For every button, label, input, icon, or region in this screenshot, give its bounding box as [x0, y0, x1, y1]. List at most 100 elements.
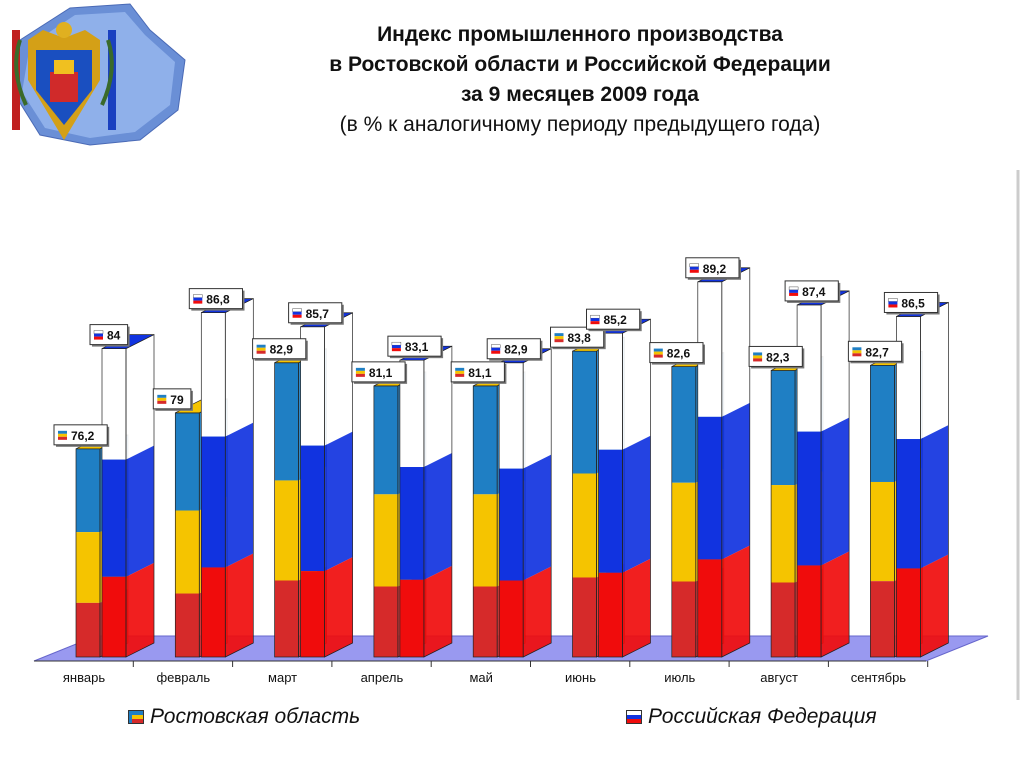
russia-bar-1-label-flag-blue: [193, 297, 203, 301]
russia-bar-1-label-box: [188, 288, 244, 310]
russia-bar-2-label-flag-white: [292, 308, 302, 312]
rostov-bar-3-label-box: [351, 361, 406, 383]
russia-bar-8-label-box: [883, 291, 939, 313]
rostov-bar-8-label-flag-red: [852, 353, 862, 357]
rostov-bar-2-label-box: [252, 338, 307, 360]
rostov-bar-4-seg-bot: [473, 586, 498, 657]
russia-bar-6-seg-bot: [697, 559, 722, 657]
rostov-bar-1-seg-top: [175, 412, 200, 511]
russia-bar-5-side-top: [622, 319, 651, 450]
rostov-bar-1-seg-bot: [175, 593, 200, 657]
rostov-bar-4-label-flag-blue: [455, 367, 465, 371]
russia-bar-7-side-bot: [821, 551, 850, 657]
rostov-bar-5-data-label: 83,8: [568, 331, 592, 345]
russia-bar-4-data-label: 82,9: [504, 343, 528, 357]
rostov-bar-3-label-flag-yellow: [355, 370, 365, 374]
rostov-bar-0-seg-top: [76, 448, 100, 533]
russia-bar-4-label-box: [486, 338, 541, 360]
russia-bar-5-label-box: [586, 308, 641, 330]
russia-bar-1-label-flag-red: [193, 300, 203, 304]
rostov-flag-icon: [128, 710, 144, 724]
russia-bar-5-seg-top: [598, 333, 623, 450]
russia-bar-0-seg-bot: [102, 576, 126, 657]
x-tick-label-6: июль: [664, 670, 695, 685]
russia-bar-2-side-top: [324, 312, 353, 446]
rostov-bar-0-data-label: 76,2: [71, 429, 95, 443]
title-line-1: Индекс промышленного производства: [377, 23, 783, 46]
russia-bar-3-label-flag-white: [391, 341, 402, 346]
coat-of-arms-emblem: [12, 3, 186, 146]
x-tick-label-1: февраль: [156, 670, 210, 685]
russia-bar-7-label-flag-red: [789, 292, 799, 296]
russia-bar-3-side-mid: [423, 453, 452, 580]
rostov-bar-4-label-flag-yellow: [455, 370, 465, 374]
rostov-bar-6-label-flag-yellow: [653, 351, 663, 355]
russia-bar-5-side-bot: [622, 558, 651, 657]
x-tick-label-3: апрель: [361, 670, 404, 685]
russia-bar-0-label-flag-white: [93, 330, 104, 334]
russia-bar-8-data-label: 86,5: [901, 296, 925, 310]
rostov-bar-4-seg-top: [473, 385, 498, 495]
rostov-bar-7-label-box: [748, 345, 803, 367]
rostov-bar-6-seg-bot: [671, 581, 696, 657]
russia-bar-1-label-flag-white: [193, 294, 203, 298]
rostov-bar-1-label-flag-yellow: [157, 397, 167, 401]
russia-bar-1-seg-mid: [201, 436, 226, 568]
rostov-bar-4-seg-mid: [473, 494, 498, 587]
rostov-bar-1-label-flag-blue: [157, 394, 167, 398]
rostov-bar-4-label-flag-red: [455, 373, 465, 377]
russia-bar-0-label-flag-blue: [94, 333, 103, 337]
rostov-bar-3-label-flag-red: [355, 373, 365, 377]
russia-bar-3-side-bot: [423, 565, 452, 657]
russia-bar-3-seg-bot: [399, 579, 424, 657]
russia-bar-0-label-flag-red: [94, 336, 103, 340]
rostov-bar-3-label-flag-blue: [355, 367, 365, 371]
russia-bar-4-seg-mid: [499, 468, 524, 581]
russia-bar-8-label-flag-red: [888, 304, 898, 308]
x-tick-label-0: январь: [63, 670, 105, 685]
rostov-bar-2-seg-mid: [274, 480, 299, 581]
bar-chart: 76,2 84 январь 79 86,8 февраль 82,9 85,7 март 81,…: [33, 170, 1020, 700]
russia-bar-4-side-bot: [523, 566, 552, 657]
russia-bar-2-side-mid: [324, 431, 353, 572]
rostov-bar-2-seg-top: [274, 362, 299, 481]
rostov-bar-1-data-label: 79: [170, 393, 184, 407]
rostov-bar-8-label-flag-blue: [852, 347, 862, 351]
rostov-bar-1-seg-mid: [175, 510, 200, 594]
x-tick-label-4: май: [469, 670, 492, 685]
russia-flag-icon: [626, 710, 642, 724]
russia-bar-7-label-box: [784, 280, 839, 302]
rostov-bar-6-label-flag-red: [653, 354, 663, 358]
russia-bar-3-label-flag-red: [391, 348, 401, 352]
rostov-bar-5-seg-bot: [572, 577, 597, 657]
rostov-bar-8-data-label: 82,7: [865, 345, 889, 359]
russia-bar-8-seg-mid: [896, 439, 921, 569]
russia-bar-7-label-flag-blue: [789, 289, 799, 293]
russia-bar-1-seg-top: [201, 312, 226, 437]
rostov-bar-5-seg-top: [572, 351, 597, 474]
title-line-2: в Ростовской области и Российской Федера…: [329, 53, 831, 76]
russia-bar-2-label-flag-blue: [292, 311, 302, 315]
rostov-bar-3-seg-bot: [373, 586, 398, 657]
russia-bar-5-side-mid: [622, 435, 651, 573]
rostov-bar-8-label-flag-yellow: [852, 350, 862, 354]
title-line-3: за 9 месяцев 2009 года: [461, 83, 699, 106]
rostov-bar-0-label-flag-yellow: [58, 433, 67, 437]
russia-bar-6-label-flag-red: [689, 269, 699, 273]
russia-bar-6-seg-mid: [697, 416, 722, 560]
russia-bar-0-data-label: 84: [107, 329, 121, 343]
russia-bar-2-data-label: 85,7: [306, 307, 330, 321]
russia-bar-8-side-bot: [920, 554, 949, 657]
russia-bar-1-side-mid: [225, 422, 254, 568]
rostov-bar-5-seg-mid: [572, 473, 597, 578]
russia-bar-0-side-top: [126, 334, 154, 460]
rostov-bar-0-label-flag-red: [58, 436, 67, 440]
russia-bar-5-label-flag-red: [590, 321, 600, 325]
rostov-bar-7-label-flag-yellow: [753, 355, 763, 359]
rostov-bar-8-seg-mid: [870, 481, 895, 582]
russia-bar-4-label-flag-blue: [491, 347, 501, 351]
russia-bar-4-side-mid: [523, 454, 552, 581]
rostov-bar-2-label-flag-yellow: [256, 347, 266, 351]
rostov-bar-3-seg-top: [373, 385, 398, 495]
russia-bar-6-label-flag-white: [689, 263, 699, 267]
